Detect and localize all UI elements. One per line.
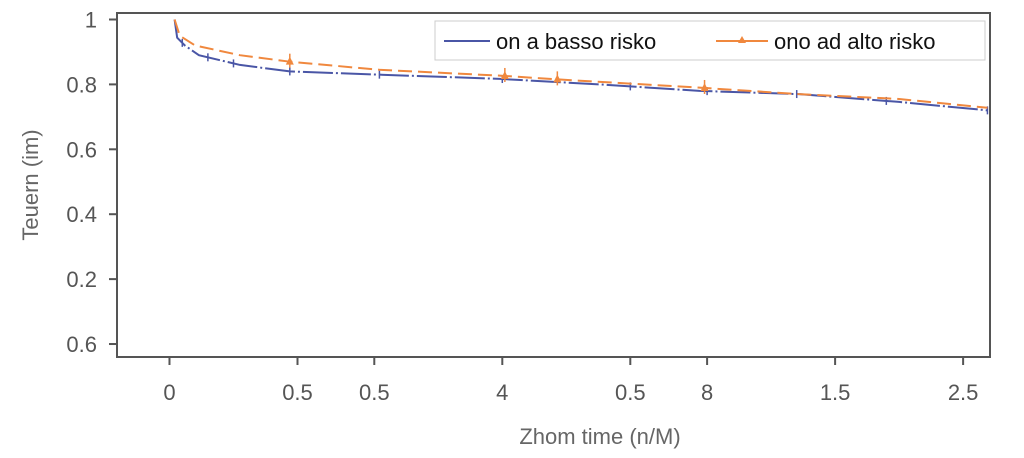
legend: on a basso risko ono ad alto risko [434, 20, 986, 61]
legend-label-alto: ono ad alto risko [774, 29, 935, 54]
x-tick-label: 0.5 [282, 380, 313, 405]
y-tick-label: 0.8 [66, 72, 97, 97]
x-tick-label: 0.5 [359, 380, 390, 405]
x-tick-label: 4 [496, 380, 508, 405]
legend-box [434, 20, 986, 61]
x-tick-label: 0.5 [615, 380, 646, 405]
y-axis: 1 0.8 0.6 0.4 0.2 0.6 [66, 7, 117, 357]
x-tick-label: 8 [701, 380, 713, 405]
series-line-alto [173, 19, 988, 109]
y-axis-label: Teuern (im) [18, 129, 43, 240]
x-tick-label: 2.5 [948, 380, 979, 405]
legend-label-basso: on a basso risko [496, 29, 656, 54]
plot-area [173, 19, 989, 115]
x-tick-label: 0 [163, 380, 175, 405]
x-tick-label: 1.5 [820, 380, 851, 405]
y-tick-label: 1 [85, 7, 97, 32]
plot-frame [116, 12, 991, 358]
y-tick-label: 0.6 [66, 332, 97, 357]
y-tick-label: 0.4 [66, 202, 97, 227]
x-axis: 0 0.5 0.5 4 0.5 8 1.5 2.5 [163, 357, 978, 405]
legend-marker-alto [738, 36, 746, 43]
x-axis-label: Zhom time (n/M) [519, 424, 680, 449]
y-tick-label: 0.6 [66, 137, 97, 162]
y-tick-label: 0.2 [66, 267, 97, 292]
